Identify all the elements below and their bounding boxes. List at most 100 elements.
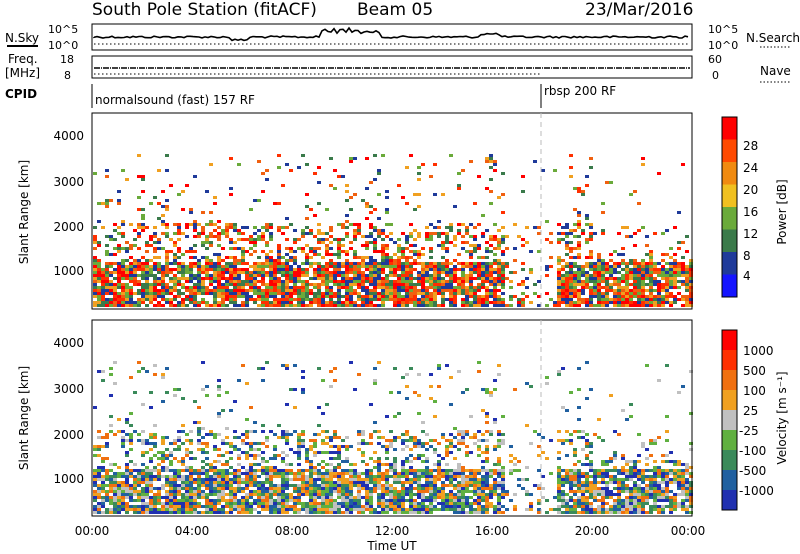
echo-cell [441, 247, 445, 250]
echo-cell [225, 268, 229, 271]
echo-cell [461, 481, 465, 484]
echo-cell [497, 241, 501, 244]
echo-cell [401, 460, 405, 463]
echo-cell [441, 298, 445, 301]
echo-cell [205, 277, 209, 280]
echo-cell [325, 238, 329, 241]
echo-cell [481, 274, 485, 277]
echo-cell [393, 265, 397, 268]
echo-cell [309, 466, 313, 469]
echo-cell [237, 469, 241, 472]
echo-cell [301, 268, 305, 271]
echo-cell [305, 274, 309, 277]
echo-cell [189, 271, 193, 274]
echo-cell [585, 472, 589, 475]
echo-cell [157, 478, 161, 481]
echo-cell [397, 259, 401, 262]
echo-cell [429, 469, 433, 472]
echo-cell [221, 286, 225, 289]
echo-cell [109, 289, 113, 292]
echo-cell [309, 448, 313, 451]
echo-cell [269, 481, 273, 484]
echo-cell [493, 418, 497, 421]
echo-cell [313, 433, 317, 436]
echo-cell [333, 280, 337, 283]
echo-cell [373, 508, 377, 511]
echo-cell [429, 283, 433, 286]
echo-cell [473, 493, 477, 496]
echo-cell [413, 262, 417, 265]
echo-cell [245, 481, 249, 484]
echo-cell [481, 439, 485, 442]
echo-cell [389, 490, 393, 493]
echo-cell [221, 232, 225, 235]
echo-cell [117, 232, 121, 235]
echo-cell [641, 286, 645, 289]
echo-cell [365, 298, 369, 301]
echo-cell [137, 511, 141, 514]
echo-cell [457, 286, 461, 289]
echo-cell [141, 493, 145, 496]
echo-cell [117, 418, 121, 421]
echo-cell [565, 472, 569, 475]
echo-cell [361, 262, 365, 265]
echo-cell [289, 259, 293, 262]
echo-cell [561, 292, 565, 295]
echo-cell [373, 208, 377, 211]
echo-cell [473, 292, 477, 295]
echo-cell [229, 265, 233, 268]
echo-cell [329, 301, 333, 304]
echo-cell [337, 457, 341, 460]
echo-cell [197, 484, 201, 487]
echo-cell [485, 415, 489, 418]
echo-cell [241, 478, 245, 481]
echo-cell [337, 493, 341, 496]
echo-cell [453, 280, 457, 283]
echo-cell [217, 385, 221, 388]
echo-cell [181, 460, 185, 463]
echo-cell [589, 511, 593, 514]
echo-cell [181, 484, 185, 487]
echo-cell [577, 241, 581, 244]
echo-cell [381, 511, 385, 514]
echo-cell [261, 484, 265, 487]
echo-cell [141, 190, 145, 193]
echo-cell [165, 283, 169, 286]
echo-cell [681, 265, 685, 268]
echo-cell [441, 505, 445, 508]
nave-label: Nave [760, 64, 791, 78]
echo-cell [257, 499, 261, 502]
echo-cell [165, 469, 169, 472]
echo-cell [169, 451, 173, 454]
echo-cell [345, 280, 349, 283]
echo-cell [481, 481, 485, 484]
echo-cell [405, 283, 409, 286]
echo-cell [101, 202, 105, 205]
echo-cell [493, 259, 497, 262]
echo-cell [233, 265, 237, 268]
echo-cell [581, 430, 585, 433]
echo-cell [217, 508, 221, 511]
echo-cell [257, 475, 261, 478]
echo-cell [145, 259, 149, 262]
echo-cell [169, 469, 173, 472]
echo-cell [449, 475, 453, 478]
echo-cell [321, 412, 325, 415]
echo-cell [289, 295, 293, 298]
echo-cell [237, 487, 241, 490]
echo-cell [237, 481, 241, 484]
echo-cell [117, 250, 121, 253]
echo-cell [301, 247, 305, 250]
echo-cell [589, 286, 593, 289]
echo-cell [453, 475, 457, 478]
echo-cell [421, 502, 425, 505]
echo-cell [393, 262, 397, 265]
echo-cell [209, 220, 213, 223]
echo-cell [293, 490, 297, 493]
echo-cell [245, 274, 249, 277]
echo-cell [281, 364, 285, 367]
power-colorbar-label: Power [dB] [775, 179, 789, 244]
echo-cell [185, 265, 189, 268]
echo-cell [389, 259, 393, 262]
echo-cell [285, 271, 289, 274]
